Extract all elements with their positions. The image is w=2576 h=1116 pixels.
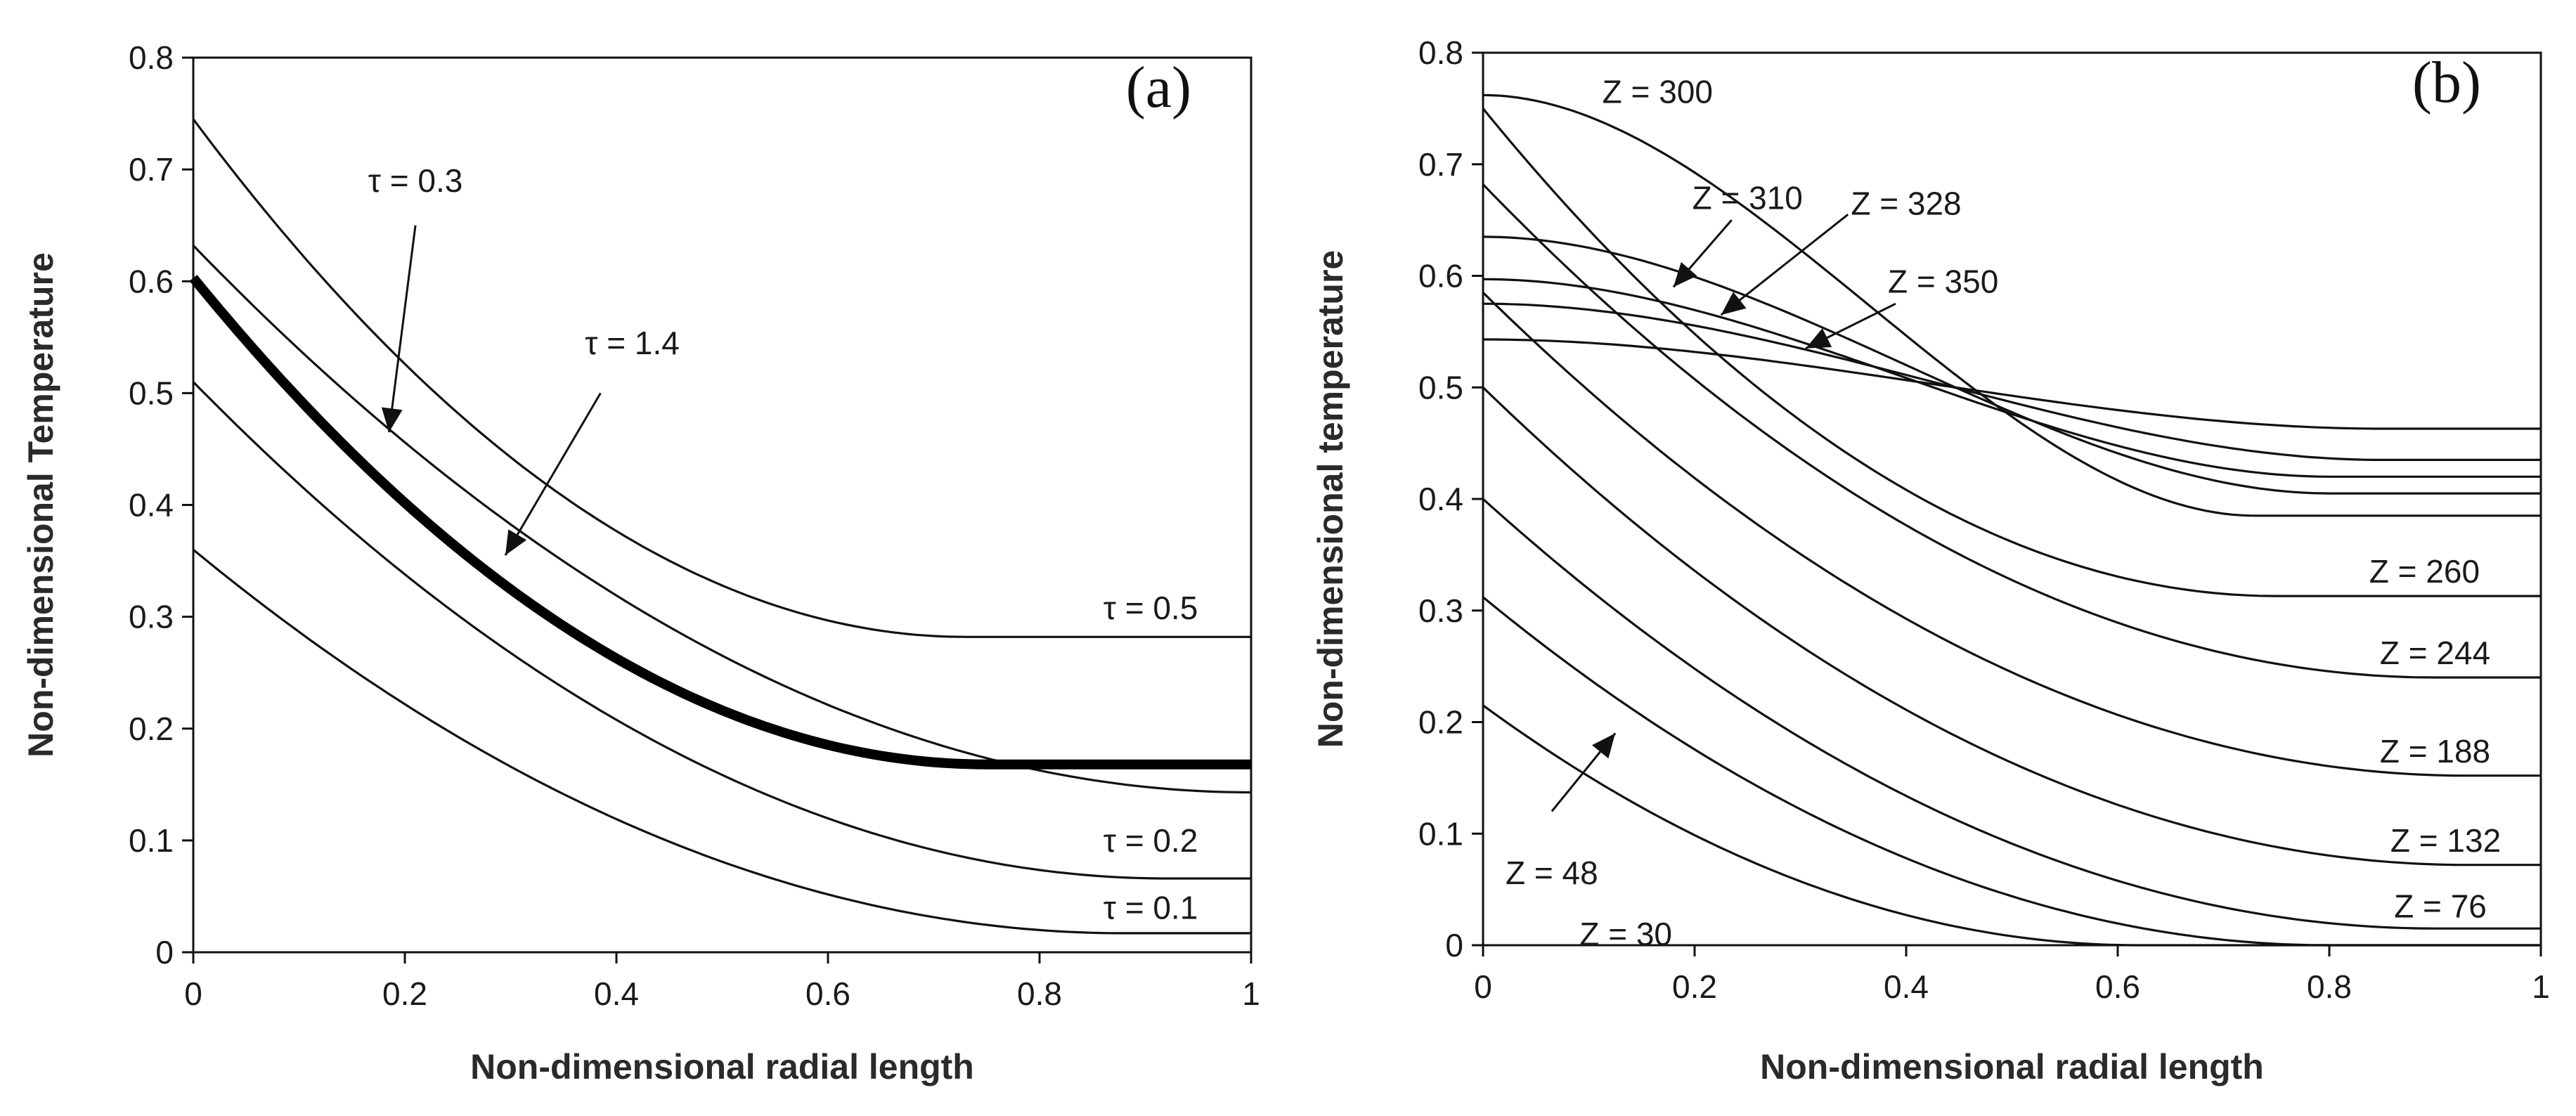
y-tick-label: 0 <box>1445 927 1463 963</box>
curve-label: Z = 310 <box>1692 179 1803 216</box>
arrow-head <box>505 529 527 556</box>
panel-label: (b) <box>2412 50 2481 115</box>
plot-frame <box>1482 51 2542 947</box>
series-line <box>1482 292 2541 777</box>
y-tick-label: 0.1 <box>1418 815 1463 852</box>
curve-label: Z = 328 <box>1851 185 1961 221</box>
y-tick-label: 0.1 <box>129 822 174 859</box>
series-line <box>192 245 1252 794</box>
series-line <box>1482 278 2541 478</box>
y-tick-label: 0.3 <box>129 599 174 635</box>
series-line <box>1482 108 2541 597</box>
arrow-head <box>1592 733 1616 759</box>
curve-label: τ = 1.4 <box>585 325 680 361</box>
y-tick-label: 0.5 <box>1418 369 1463 405</box>
y-axis-title: Non-dimensional Temperature <box>21 252 60 758</box>
x-tick-label: 0.6 <box>805 975 850 1012</box>
curve-label: Z = 244 <box>2380 635 2490 671</box>
x-tick-label: 1 <box>1242 975 1260 1012</box>
x-tick-label: 0.8 <box>2307 968 2352 1005</box>
y-tick-label: 0 <box>155 934 174 971</box>
curve-label: τ = 0.2 <box>1103 822 1198 859</box>
arrow-head <box>1721 292 1747 316</box>
annotation-arrow <box>1720 214 1849 316</box>
x-tick-label: 0.6 <box>2095 968 2140 1005</box>
series-line <box>1482 93 2541 517</box>
curve-label: Z = 300 <box>1603 74 1713 110</box>
x-tick-label: 1 <box>2532 968 2550 1005</box>
x-tick-label: 0 <box>1474 968 1492 1005</box>
x-tick-label: 0.2 <box>382 975 427 1012</box>
series-line <box>189 275 1251 770</box>
panel-b: 0 0.2 0.4 0.6 0.8 1 0 0.1 0.2 0.3 0.4 0.5 0.6 0.7 0.8 N… <box>1311 34 2550 1086</box>
y-tick-label: 0.7 <box>129 151 174 188</box>
curve-label: Z = 30 <box>1579 916 1672 952</box>
x-tick-label: 0.8 <box>1017 975 1062 1012</box>
curve-label: τ = 0.1 <box>1103 889 1198 926</box>
series-line <box>1482 498 2541 930</box>
y-tick-label: 0.6 <box>129 263 174 299</box>
y-tick-label: 0.5 <box>129 375 174 411</box>
y-tick-label: 0.8 <box>129 39 174 76</box>
y-tick-label: 0.8 <box>1418 34 1463 71</box>
x-axis-title: Non-dimensional radial length <box>1760 1047 2264 1086</box>
curve-label: Z = 260 <box>2369 553 2480 590</box>
curve-label: τ = 0.3 <box>368 162 463 199</box>
panel-label: (a) <box>1126 55 1191 120</box>
series-line <box>1482 302 2541 462</box>
y-axis-title: Non-dimensional temperature <box>1311 250 1350 748</box>
x-axis-title: Non-dimensional radial length <box>470 1047 974 1086</box>
y-tick-label: 0.3 <box>1418 592 1463 629</box>
curve-label: Z = 76 <box>2394 888 2487 924</box>
y-tick-label: 0.4 <box>129 487 174 524</box>
curve-label: τ = 0.5 <box>1103 590 1198 626</box>
y-tick-label: 0.6 <box>1418 258 1463 294</box>
series-line <box>192 381 1251 880</box>
x-tick-label: 0.4 <box>1884 968 1929 1005</box>
arrow-head <box>381 407 403 433</box>
panel-a: 0 0.2 0.4 0.6 0.8 1 0 0.1 0.2 0.3 0.4 0.5 0.6 0.7 0.8 N… <box>21 39 1260 1086</box>
curve-label: Z = 132 <box>2390 822 2501 859</box>
series-line <box>192 548 1251 935</box>
series-line <box>1482 387 2541 867</box>
y-tick-label: 0.2 <box>1418 704 1463 741</box>
y-tick-label: 0.2 <box>129 711 174 747</box>
x-tick-label: 0 <box>184 975 202 1012</box>
curve-label: Z = 48 <box>1506 855 1598 891</box>
annotation-arrow <box>387 225 417 433</box>
series-line <box>1482 183 2541 679</box>
series-line <box>1483 338 2541 430</box>
annotation-arrow <box>504 392 602 556</box>
arrow-head <box>1673 261 1697 287</box>
series-line <box>1482 596 2541 947</box>
series-line <box>192 118 1251 638</box>
curve-label: Z = 188 <box>2380 733 2490 770</box>
arrow-head <box>1806 328 1832 349</box>
x-tick-label: 0.2 <box>1672 968 1717 1005</box>
y-tick-label: 0.4 <box>1418 481 1463 517</box>
curve-label: Z = 350 <box>1888 263 1998 299</box>
y-tick-label: 0.7 <box>1418 146 1463 183</box>
series-line <box>1482 235 2541 495</box>
x-tick-label: 0.4 <box>594 975 639 1012</box>
plot-frame <box>192 56 1253 954</box>
